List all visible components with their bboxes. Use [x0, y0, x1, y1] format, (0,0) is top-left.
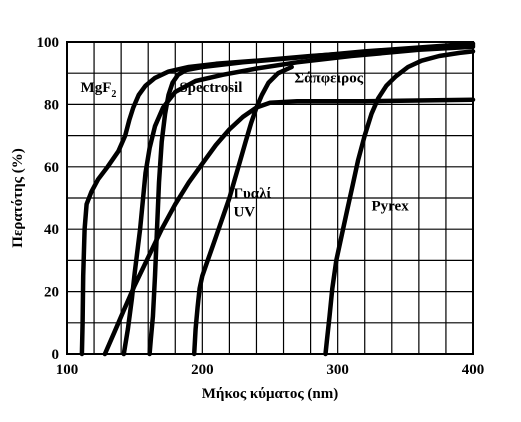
curve-spectrosil [147, 41, 476, 357]
curve-σάπφειρος [121, 44, 476, 357]
curve-label: UV [233, 205, 255, 221]
x-tick-label: 400 [462, 362, 485, 378]
y-tick-label: 100 [37, 35, 60, 51]
plot-frame [66, 41, 474, 355]
y-tick-label: 0 [52, 347, 60, 363]
tick-labels: 100 200 300 400 0 20 40 60 80 100 [37, 35, 485, 378]
x-tick-label: 200 [191, 362, 214, 378]
x-axis-title: Μήκος κύματος (nm) [202, 386, 338, 402]
curve-label: Σάπφειρος [294, 71, 363, 87]
curve-label: Pyrex [372, 198, 410, 214]
x-tick-label: 100 [56, 362, 79, 378]
curve-label: MgF2 [81, 80, 117, 100]
curve-label: Spectrosil [179, 80, 242, 96]
curves [79, 41, 476, 357]
y-tick-label: 40 [44, 222, 59, 238]
curve-label: Γυαλί [233, 186, 271, 202]
y-axis-title: Περατότης (%) [10, 148, 26, 247]
curve-labels: MgF2 Spectrosil Σάπφειρος Γυαλί UV Pyrex [81, 71, 410, 221]
y-tick-label: 80 [44, 97, 59, 113]
curve-pyrex [191, 64, 294, 357]
curve-mgf [79, 42, 476, 357]
grid [67, 42, 473, 354]
y-tick-label: 20 [44, 285, 59, 301]
curve-series-5 [323, 49, 476, 357]
x-tick-label: 300 [326, 362, 349, 378]
y-tick-label: 60 [44, 160, 59, 176]
curve-γυαλί-uv [102, 97, 476, 357]
